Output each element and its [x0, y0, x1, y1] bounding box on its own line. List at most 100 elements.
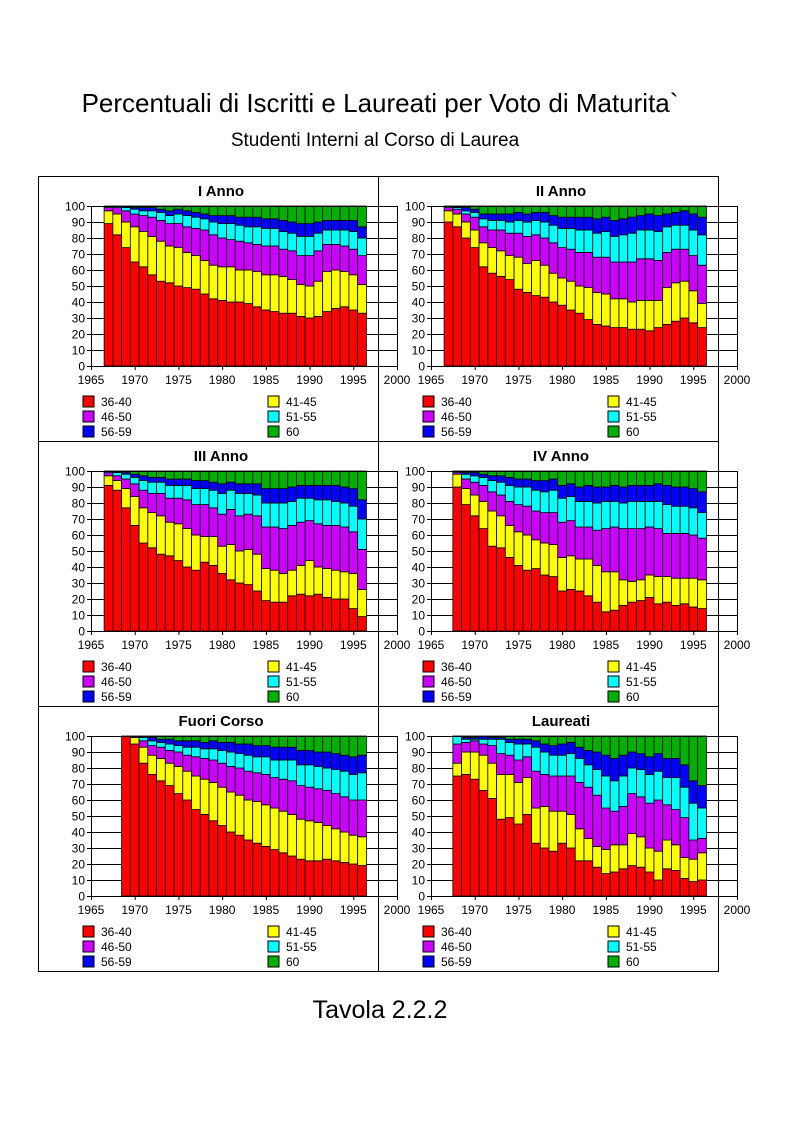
bar-segment	[234, 582, 245, 632]
bar-segment	[496, 205, 506, 215]
bar-segment	[173, 223, 184, 249]
legend-label: 60	[626, 425, 640, 439]
bar-segment	[217, 299, 227, 367]
bar-segment	[182, 470, 192, 480]
bar-segment	[557, 247, 567, 279]
bar-segment	[252, 590, 262, 632]
page-title: Percentuali di Iscritti e Laureati per V…	[81, 88, 679, 118]
bar-segment	[662, 484, 672, 505]
legend-swatch	[267, 410, 280, 423]
bar-segment	[513, 256, 524, 290]
bar-segment	[583, 205, 594, 218]
bar-segment	[662, 205, 672, 215]
bar-segment	[173, 560, 184, 632]
bar-segment	[261, 470, 271, 490]
bar-segment	[208, 221, 219, 236]
bar-segment	[697, 205, 707, 218]
x-tick-label: 1980	[549, 903, 576, 917]
bar-segment	[618, 486, 629, 504]
bar-segment	[252, 772, 262, 802]
bar-segment	[636, 579, 646, 601]
bar-segment	[138, 762, 149, 897]
bar-segment	[357, 549, 367, 590]
bar-segment	[173, 745, 184, 753]
y-tick-label: 60	[412, 794, 426, 808]
bar-segment	[304, 560, 315, 597]
bar-segment	[147, 547, 157, 632]
bar-segment	[452, 762, 463, 777]
bar-segment	[662, 839, 672, 870]
legend-label: 36-40	[101, 925, 132, 939]
bar-segment	[592, 846, 602, 868]
bar-segment	[601, 611, 611, 632]
y-tick-label: 30	[72, 312, 86, 326]
legend-swatch	[82, 395, 95, 408]
bar-segment	[522, 486, 532, 507]
bar-segment	[636, 258, 646, 301]
bar-segment	[592, 291, 602, 325]
bar-segment	[208, 759, 219, 783]
bar-segment	[156, 219, 166, 242]
bar-segment	[522, 470, 532, 480]
bar-segment	[348, 774, 359, 801]
bar-segment	[487, 229, 497, 249]
bar-segment	[531, 295, 541, 367]
bar-segment	[627, 865, 637, 897]
bar-segment	[173, 793, 184, 897]
y-tick-label: 20	[412, 593, 426, 607]
bar-segment	[662, 735, 672, 759]
bar-segment	[226, 239, 236, 268]
bar-segment	[296, 565, 306, 595]
bar-segment	[496, 547, 506, 632]
bar-segment	[121, 473, 131, 480]
bar-segment	[191, 746, 201, 758]
legend-label: 36-40	[441, 660, 472, 674]
bar-segment	[574, 251, 585, 287]
bar-segment	[173, 766, 184, 795]
bar-segment	[574, 216, 585, 231]
bar-segment	[548, 272, 559, 303]
bar-segment	[173, 208, 184, 215]
bar-segment	[679, 878, 690, 897]
bar-segment	[636, 836, 646, 868]
bar-segment	[653, 205, 664, 217]
bar-segment	[487, 798, 497, 897]
x-tick-label: 1970	[121, 903, 148, 917]
bar-segment	[662, 504, 672, 534]
bar-segment	[531, 480, 541, 491]
bar-segment	[269, 488, 280, 504]
bar-segment	[478, 242, 489, 268]
legend-label: 46-50	[441, 410, 472, 424]
bar-segment	[313, 250, 324, 282]
bar-segment	[304, 235, 315, 256]
bar-segment	[269, 569, 280, 603]
y-tick-label: 20	[72, 593, 86, 607]
bar-segment	[644, 774, 655, 804]
bar-segment	[208, 748, 219, 761]
bar-segment	[539, 743, 550, 753]
bar-segment	[478, 528, 489, 632]
bar-segment	[138, 231, 149, 268]
bar-segment	[191, 227, 201, 256]
bar-segment	[469, 740, 480, 753]
bar-segment	[331, 753, 341, 770]
bar-segment	[322, 499, 332, 526]
bar-segment	[697, 512, 707, 539]
bar-segment	[644, 847, 655, 873]
bar-segment	[234, 205, 245, 218]
bar-segment	[531, 746, 541, 772]
bar-segment	[173, 751, 184, 767]
bar-segment	[609, 235, 620, 263]
bar-segment	[609, 298, 620, 328]
bar-segment	[182, 484, 192, 501]
bar-segment	[487, 272, 497, 367]
bar-segment	[252, 801, 262, 844]
y-tick-label: 0	[78, 890, 85, 904]
bar-segment	[313, 860, 324, 897]
bar-segment	[539, 751, 550, 775]
bar-segment	[322, 568, 332, 598]
bar-segment	[296, 521, 306, 566]
bar-segment	[618, 844, 629, 870]
x-tick-label: 2000	[384, 373, 411, 387]
bar-segment	[217, 237, 227, 268]
